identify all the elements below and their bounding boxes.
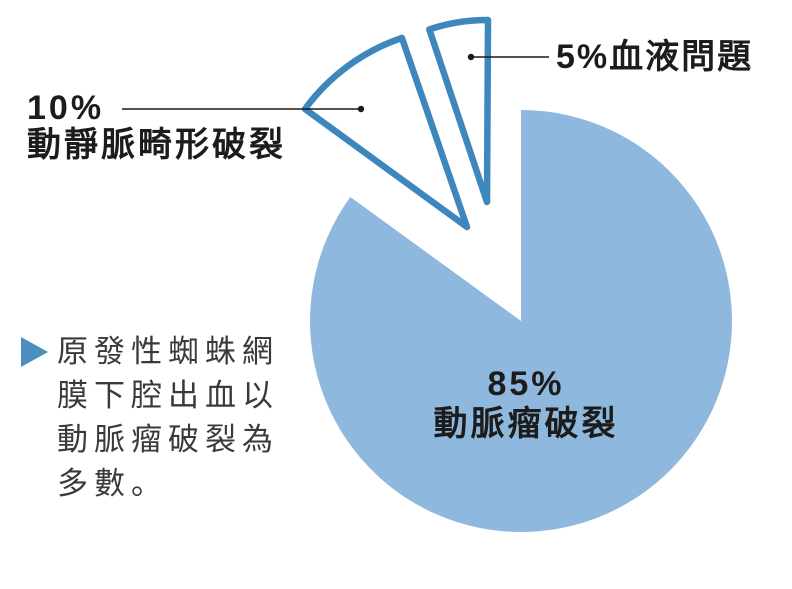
pie-slice-85 [310, 109, 733, 532]
pie-slice-10-exploded [301, 34, 471, 231]
triangle-bullet-icon [21, 337, 48, 367]
label-5-percent-blood-problem: 5%血液問題 [556, 38, 754, 76]
leader-dot-5 [467, 53, 475, 61]
pie-slice-5-exploded [426, 16, 492, 206]
note-text: 原發性蜘蛛網 膜下腔出血以 動脈瘤破裂為 多數。 [57, 334, 279, 501]
label-85-percent-aneurysm-rupture: 85% 動脈瘤破裂 [433, 365, 619, 443]
leader-dot-10 [357, 105, 365, 113]
label-10-percent-avm-rupture: 10% 動靜脈畸形破裂 [27, 89, 286, 164]
